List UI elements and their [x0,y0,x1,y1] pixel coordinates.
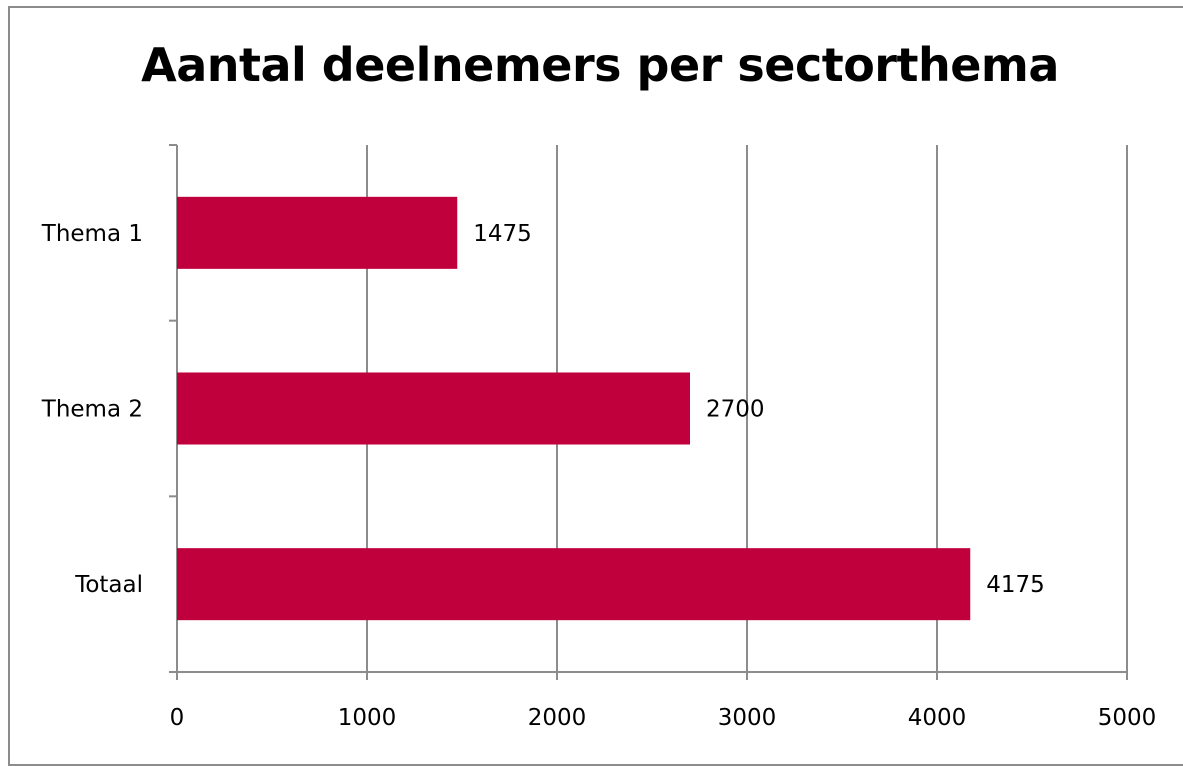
x-tick-label-5000: 5000 [1098,705,1157,731]
category-label: Totaal [74,572,143,598]
x-tick-label-1000: 1000 [338,705,397,731]
bar-thema-1 [177,196,458,269]
category-label: Thema 1 [41,221,143,247]
data-label: 2700 [706,397,765,423]
x-tick-label-3000: 3000 [718,705,777,731]
data-label: 4175 [986,572,1045,598]
category-label: Thema 2 [41,397,143,423]
labels: 0 1000 2000 3000 4000 5000 Thema 1 1475 Thema 2 2… [41,221,1157,731]
data-label: 1475 [473,221,532,247]
chart-title: Aantal deelnemers per sectorthema [141,38,1059,92]
x-tick-label-0: 0 [170,705,185,731]
bar-thema-2 [177,372,690,445]
bars [177,196,971,621]
x-tick-label-2000: 2000 [528,705,587,731]
x-tick-label-4000: 4000 [908,705,967,731]
bar-totaal [177,548,971,621]
